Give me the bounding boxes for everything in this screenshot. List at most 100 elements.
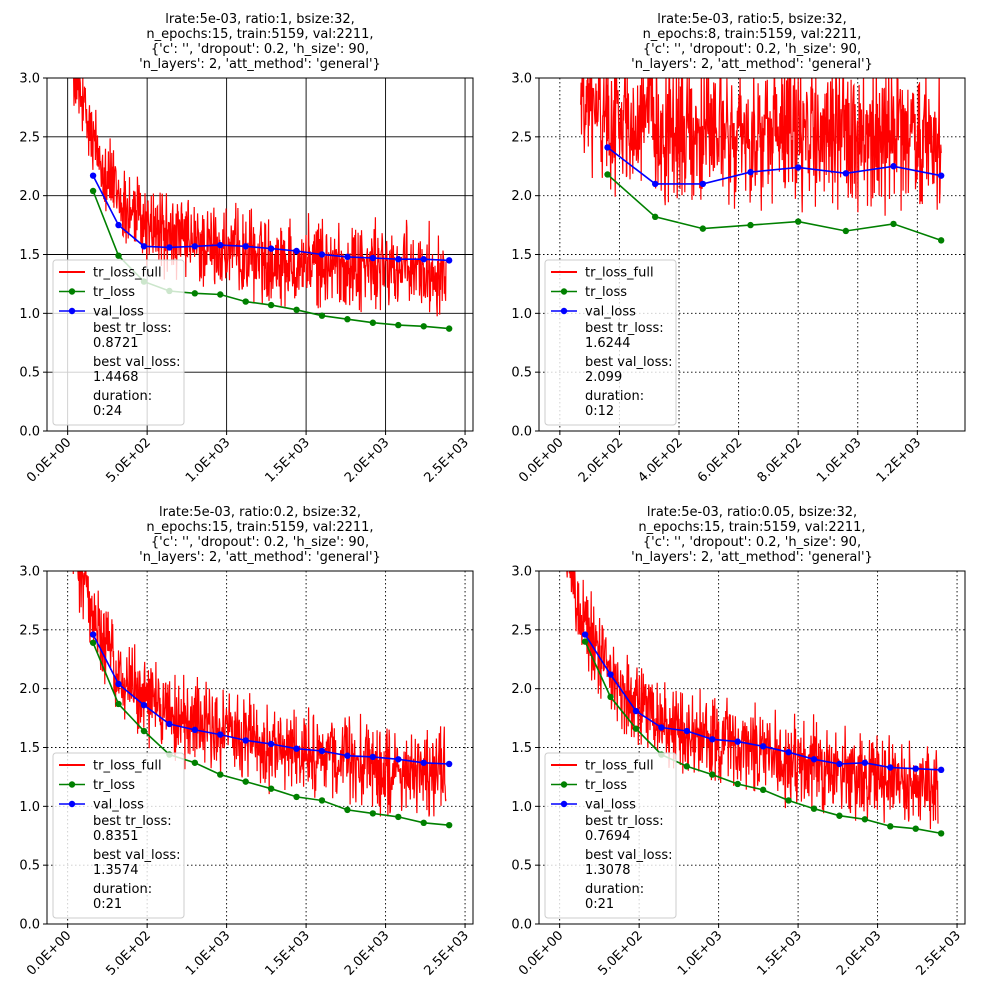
series-tr-loss-point bbox=[937, 237, 945, 244]
legend-note: best val_loss: bbox=[93, 355, 181, 370]
legend-tr-loss-marker bbox=[560, 288, 568, 295]
series-tr-loss-point bbox=[89, 187, 97, 195]
chart-title-line: lrate:5e-03, ratio:0.2, bsize:32, bbox=[159, 505, 361, 520]
series-tr-loss-point bbox=[395, 321, 402, 329]
series-val-loss-point bbox=[581, 631, 589, 638]
legend-note: best tr_loss: bbox=[585, 814, 664, 829]
series-val-loss-point bbox=[759, 743, 767, 750]
series-val-loss-point bbox=[267, 740, 275, 748]
legend-val-loss-label: val_loss bbox=[585, 798, 636, 813]
chart-title-line: {'c': '', 'dropout': 0.2, 'h_size': 90, bbox=[151, 42, 369, 57]
series-tr-loss-full-line bbox=[73, 78, 447, 317]
legend-tr-loss-label: tr_loss bbox=[93, 285, 135, 300]
series-tr-loss-point bbox=[217, 771, 224, 778]
series-val-loss-point bbox=[747, 168, 754, 176]
legend-note: best val_loss: bbox=[585, 355, 673, 370]
legend-box bbox=[544, 752, 677, 919]
series-tr-loss-point bbox=[318, 797, 326, 804]
legend-box bbox=[52, 752, 185, 919]
series-val-loss-point bbox=[632, 707, 640, 715]
legend-tr-loss-full-label: tr_loss_full bbox=[93, 266, 162, 281]
series-val-loss-point bbox=[651, 180, 659, 188]
legend-tr-loss-label: tr_loss bbox=[585, 778, 627, 793]
series-tr-loss-point bbox=[709, 771, 716, 778]
legend-note: 0:21 bbox=[93, 897, 122, 912]
series-val-loss-point bbox=[699, 180, 707, 188]
series-val-loss-point bbox=[242, 737, 249, 744]
series-tr-loss-full-line bbox=[566, 571, 939, 830]
series-tr-loss-point bbox=[887, 823, 894, 830]
legend-note: 0.8351 bbox=[93, 829, 139, 844]
series-tr-loss-point bbox=[632, 725, 640, 732]
series-val-loss-point bbox=[861, 759, 869, 766]
chart-title-line: lrate:5e-03, ratio:1, bsize:32, bbox=[165, 12, 355, 27]
series-val-loss-point bbox=[810, 756, 818, 763]
series-val-loss-point bbox=[420, 256, 427, 263]
series-val-loss-point bbox=[937, 766, 945, 774]
series-tr-loss-point bbox=[785, 797, 792, 804]
chart-title-line: 'n_layers': 2, 'att_method': 'general'} bbox=[631, 57, 873, 72]
series-val-loss-point bbox=[604, 144, 611, 151]
legend-note: 0:24 bbox=[93, 404, 122, 419]
series-tr-loss-point bbox=[318, 312, 326, 319]
series-val-loss-point bbox=[293, 247, 300, 255]
series-val-loss-point bbox=[344, 253, 351, 261]
legend-note: best val_loss: bbox=[585, 848, 673, 863]
series-tr-loss-point bbox=[191, 290, 199, 297]
legend-tr-loss-full-label: tr_loss_full bbox=[585, 759, 654, 774]
series-tr-loss-point bbox=[344, 806, 351, 814]
series-val-loss-point bbox=[115, 221, 122, 229]
series-val-loss-point bbox=[683, 727, 691, 735]
legend-note: best val_loss: bbox=[93, 848, 181, 863]
legend-box bbox=[52, 259, 185, 426]
y-tick-label: 3.0 bbox=[19, 72, 40, 87]
series-tr-loss-point bbox=[344, 316, 351, 323]
series-tr-loss-point bbox=[293, 306, 300, 314]
legend-tr-loss-marker bbox=[68, 781, 76, 788]
chart-title-line: 'n_layers': 2, 'att_method': 'general'} bbox=[631, 550, 873, 565]
y-tick-label: 2.0 bbox=[19, 189, 40, 204]
series-tr-loss-point bbox=[445, 821, 453, 829]
series-val-loss-point bbox=[217, 731, 224, 738]
y-tick-label: 0.5 bbox=[19, 859, 40, 874]
y-tick-label: 2.5 bbox=[19, 130, 40, 145]
series-val-loss-point bbox=[937, 172, 945, 179]
legend-tr-loss-marker bbox=[68, 288, 76, 295]
legend-tr-loss-marker bbox=[560, 781, 568, 788]
legend-val-loss-marker bbox=[68, 800, 76, 808]
series-val-loss-point bbox=[912, 765, 919, 772]
series-val-loss-point bbox=[369, 753, 377, 761]
series-val-loss-point bbox=[217, 241, 224, 249]
series-tr-loss-point bbox=[420, 323, 427, 330]
y-tick-label: 0.0 bbox=[511, 918, 532, 933]
series-tr-loss-point bbox=[89, 639, 97, 646]
legend-tr-loss-label: tr_loss bbox=[585, 285, 627, 300]
y-tick-label: 3.0 bbox=[19, 565, 40, 580]
series-val-loss-point bbox=[785, 749, 792, 756]
y-tick-label: 0.5 bbox=[511, 366, 532, 381]
series-val-loss-point bbox=[794, 164, 802, 171]
plot-area bbox=[580, 78, 945, 244]
series-tr-loss-point bbox=[890, 220, 897, 228]
y-tick-label: 0.5 bbox=[511, 859, 532, 874]
y-tick-label: 2.0 bbox=[511, 189, 532, 204]
series-tr-loss-point bbox=[293, 793, 300, 801]
series-tr-loss-point bbox=[699, 225, 707, 232]
legend-note: best tr_loss: bbox=[585, 321, 664, 336]
series-tr-loss-point bbox=[759, 786, 767, 794]
legend-note: 0:21 bbox=[585, 897, 614, 912]
series-tr-loss-point bbox=[267, 785, 275, 792]
series-val-loss-point bbox=[115, 680, 122, 688]
series-val-loss-point bbox=[242, 243, 249, 250]
series-val-loss-point bbox=[445, 257, 453, 264]
series-val-loss-point bbox=[709, 736, 716, 743]
legend-val-loss-marker bbox=[560, 307, 568, 315]
series-tr-loss-point bbox=[842, 227, 850, 235]
series-tr-loss-point bbox=[734, 780, 741, 788]
series-tr-loss-point bbox=[912, 825, 919, 832]
series-tr-loss-point bbox=[395, 813, 402, 821]
